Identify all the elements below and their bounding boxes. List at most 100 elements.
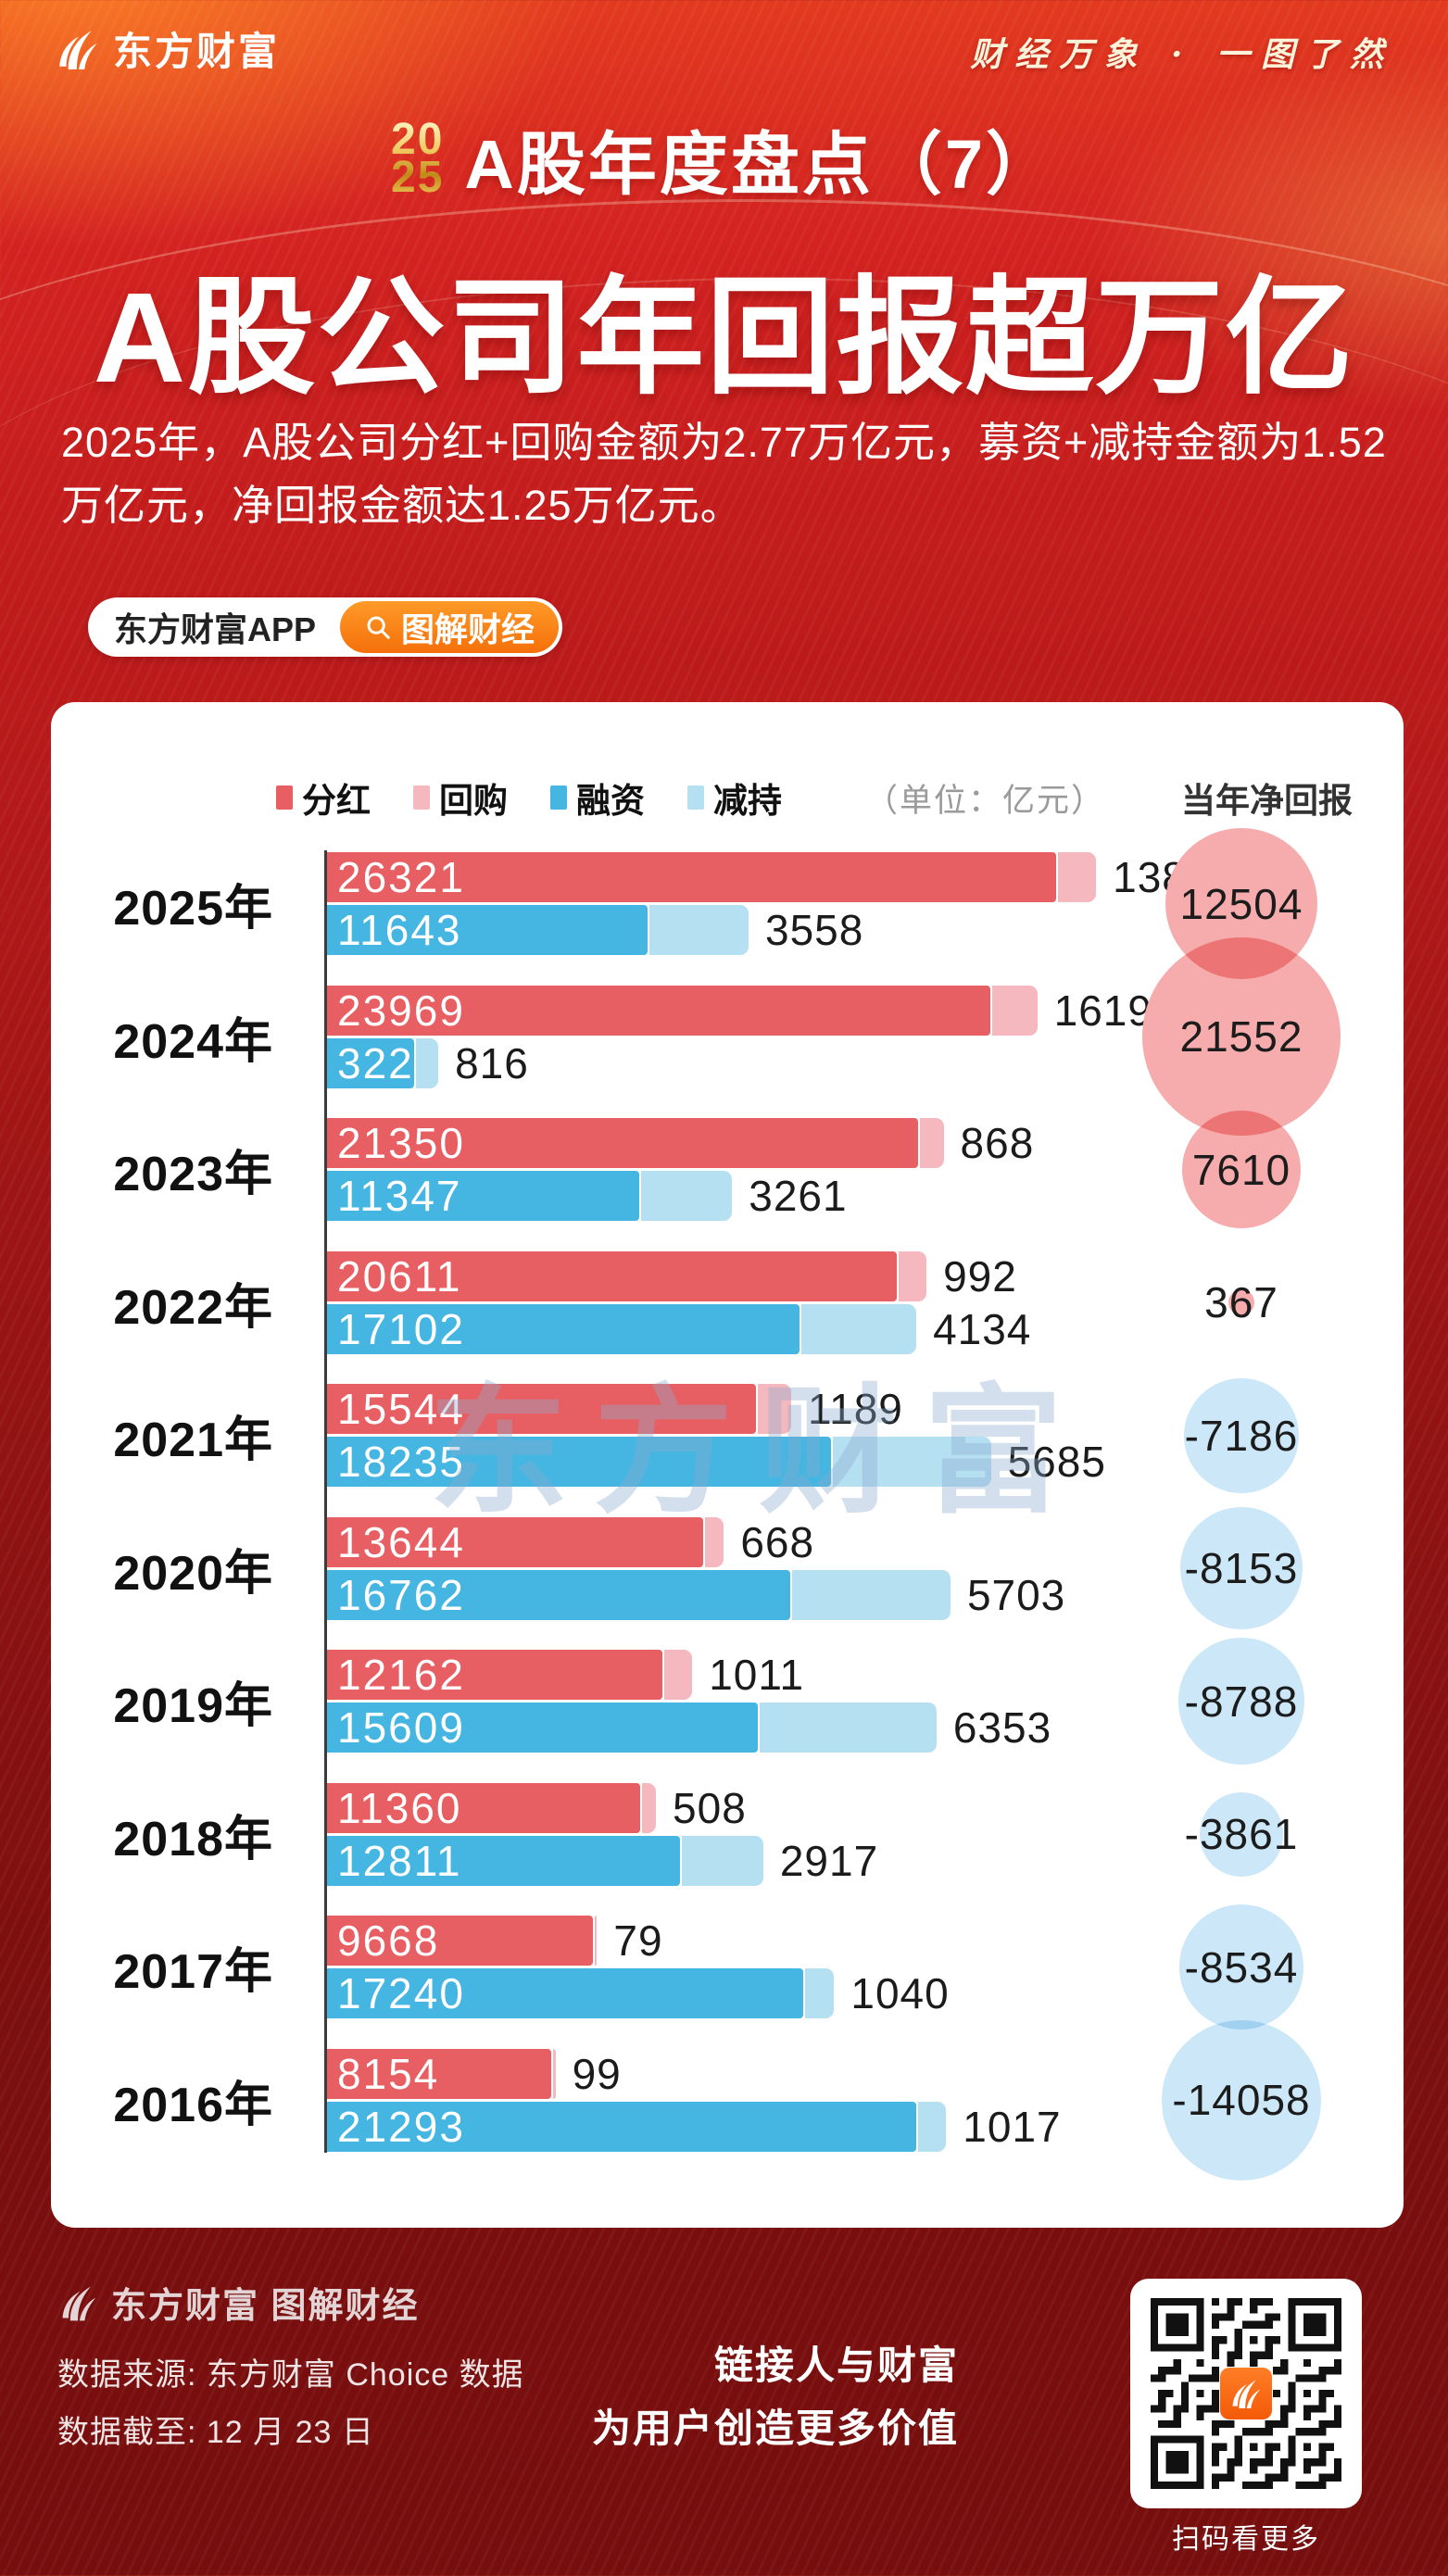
- net-return-header: 当年净回报: [1181, 782, 1353, 820]
- dividend-line: 20611 992: [324, 1250, 1404, 1301]
- legend-label: 减持: [713, 782, 782, 820]
- bar-group: 12162 1011 15609 6353: [324, 1650, 1404, 1753]
- app-badge[interactable]: 东方财富APP 图解财经: [88, 597, 563, 657]
- chart-row-2021年: 2021年 15544 1189 18235 5685: [51, 1369, 1404, 1502]
- financing-line: 18235 5685: [324, 1437, 1404, 1488]
- dividend-line: 26321 1383: [324, 852, 1404, 903]
- dividend-bar: 23969: [324, 985, 991, 1036]
- reduction-segment: [801, 1303, 917, 1354]
- dividend-value: 8154: [337, 2049, 440, 2098]
- financing-value: 11643: [337, 906, 462, 955]
- legend-swatch: [276, 785, 293, 810]
- buyback-value: 1619: [1053, 986, 1152, 1035]
- financing-bar: 15609: [324, 1703, 759, 1753]
- axis-line: [324, 850, 327, 2153]
- financing-bar: 16762: [324, 1569, 790, 1620]
- reduction-value: 4134: [933, 1304, 1032, 1353]
- chart-row-2017年: 2017年 9668 79 17240 1040: [51, 1901, 1404, 2034]
- buyback-segment: [552, 2048, 556, 2099]
- footer-brand: 东方财富 图解财经: [57, 2277, 420, 2328]
- legend-items: 分红 回购 融资 减持: [276, 773, 825, 823]
- year-label: 2025年: [113, 882, 273, 936]
- financing-line: 3220 816: [324, 1037, 1404, 1088]
- financing-value: 17240: [337, 1969, 465, 2018]
- dividend-value: 21350: [337, 1119, 465, 1168]
- eastmoney-swoosh-icon: [62, 2286, 96, 2320]
- unit-label: （单位：亿元）: [865, 782, 1106, 819]
- dividend-value: 13644: [337, 1517, 465, 1566]
- reduction-value: 6353: [952, 1703, 1052, 1753]
- financing-line: 17240 1040: [324, 1968, 1404, 2019]
- eastmoney-swoosh-icon: [1232, 2380, 1261, 2408]
- bar-group: 21350 868 11347 3261: [324, 1118, 1404, 1222]
- summary-text: 2025年，A股公司分红+回购金额为2.77万亿元，募资+减持金额为1.52万亿…: [61, 419, 1387, 529]
- eastmoney-swoosh-icon: [59, 30, 97, 69]
- financing-bar: 3220: [324, 1037, 437, 1088]
- header-slogan: 财经万象 · 一图了然: [970, 35, 1394, 74]
- buyback-value: 992: [943, 1251, 1017, 1301]
- footer-slogan-line1: 链接人与财富: [713, 2344, 959, 2387]
- dividend-line: 15544 1189: [324, 1384, 1404, 1435]
- reduction-segment: [805, 1968, 835, 2019]
- dividend-bar: 12162: [324, 1650, 662, 1701]
- reduction-value: 1017: [963, 2102, 1062, 2151]
- financing-bar: 11643: [324, 905, 648, 956]
- brand-logo: 东方财富: [54, 20, 280, 77]
- financing-line: 16762 5703: [324, 1569, 1404, 1620]
- chart-legend: 分红 回购 融资 减持 （单位：亿元） 当年净回报: [276, 773, 1353, 823]
- financing-line: 12811 2917: [324, 1835, 1404, 1886]
- financing-bar: 11347: [324, 1171, 640, 1222]
- buyback-segment: [992, 985, 1038, 1036]
- data-cutoff: 数据截至: 12 月 23 日: [57, 2415, 374, 2450]
- buyback-value: 668: [740, 1517, 815, 1566]
- year-label: 2019年: [113, 1679, 273, 1734]
- reduction-segment: [760, 1703, 937, 1753]
- bar-group: 11360 508 12811 2917: [324, 1782, 1404, 1886]
- year-label: 2018年: [113, 1812, 273, 1866]
- financing-value: 12811: [337, 1836, 462, 1885]
- emblem-bottom: 25: [391, 152, 445, 202]
- qr-code: [1130, 2279, 1362, 2508]
- series-title-bar: 20 25 A股年度盘点（7）: [0, 109, 1448, 208]
- page-title: A股公司年回报超万亿: [93, 267, 1355, 409]
- financing-line: 17102 4134: [324, 1303, 1404, 1354]
- financing-bar: 17240: [324, 1968, 804, 2019]
- financing-bar: 18235: [324, 1437, 832, 1488]
- search-icon: [367, 616, 390, 639]
- buyback-segment: [1057, 852, 1097, 903]
- dividend-bar: 15544: [324, 1384, 757, 1435]
- reduction-segment: [682, 1835, 763, 1886]
- financing-value: 18235: [337, 1438, 465, 1487]
- buyback-value: 1011: [709, 1651, 805, 1700]
- financing-bar: 17102: [324, 1303, 800, 1354]
- year-label: 2016年: [113, 2078, 273, 2132]
- chart-row-2020年: 2020年 13644 668 16762 5703: [51, 1502, 1404, 1636]
- chart-row-2024年: 2024年 23969 1619 3220 816: [51, 971, 1404, 1104]
- dividend-bar: 21350: [324, 1118, 918, 1169]
- buyback-segment: [758, 1384, 791, 1435]
- year-2025-emblem: 20 25: [391, 121, 444, 196]
- dividend-value: 23969: [337, 986, 465, 1035]
- chart-row-2019年: 2019年 12162 1011 15609 6353: [51, 1635, 1404, 1768]
- bar-group: 23969 1619 3220 816: [324, 985, 1404, 1088]
- chart-rows: 2025年 26321 1383 11643 3558 2024年 23969 1619 322…: [51, 837, 1404, 2167]
- buyback-value: 79: [613, 1916, 663, 1966]
- dividend-bar: 26321: [324, 852, 1056, 903]
- chart-row-2025年: 2025年 26321 1383 11643 3558: [51, 837, 1404, 971]
- buyback-value: 868: [960, 1119, 1035, 1168]
- buyback-segment: [641, 1782, 657, 1833]
- year-label: 2024年: [113, 1014, 273, 1069]
- reduction-value: 1040: [850, 1969, 950, 2018]
- year-label: 2017年: [113, 1945, 273, 2000]
- graphic-finance-button[interactable]: 图解财经: [340, 601, 560, 653]
- legend-label: 回购: [439, 782, 508, 820]
- year-label: 2023年: [113, 1148, 273, 1202]
- year-label: 2022年: [113, 1280, 273, 1335]
- footer-slogan-line2: 为用户创造更多价值: [591, 2406, 959, 2450]
- reduction-segment: [649, 905, 749, 956]
- brand-name: 东方财富: [113, 30, 281, 73]
- reduction-value: 5685: [1007, 1438, 1106, 1487]
- dividend-value: 15544: [337, 1385, 465, 1434]
- financing-line: 11347 3261: [324, 1171, 1404, 1222]
- financing-value: 16762: [337, 1570, 465, 1619]
